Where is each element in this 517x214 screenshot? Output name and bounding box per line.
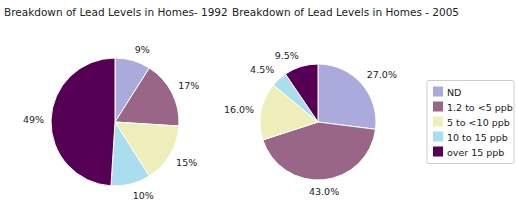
legend-swatch [433, 102, 443, 112]
chart-title: Breakdown of Lead Levels in Homes - 2005 [232, 6, 459, 18]
legend-entry: ND [447, 87, 461, 98]
chart-title: Breakdown of Lead Levels in Homes- 1992 [4, 6, 228, 18]
chart-container: Breakdown of Lead Levels in Homes- 1992 9… [0, 0, 517, 214]
legend-entry: 5 to <10 ppb [447, 117, 510, 128]
legend: ND 1.2 to <5 ppb 5 to <10 ppb 10 to 15 ppb o… [427, 81, 514, 164]
data-label: 9% [135, 44, 150, 55]
data-label: 49% [23, 114, 44, 125]
slices [51, 58, 179, 186]
pie-1: Breakdown of Lead Levels in Homes - 2005… [224, 6, 459, 197]
legend-entry: 1.2 to <5 ppb [447, 102, 513, 113]
data-label: 15% [176, 157, 197, 168]
legend-swatch [433, 132, 443, 142]
chart-svg: Breakdown of Lead Levels in Homes- 1992 9… [0, 0, 517, 214]
data-label: 17% [178, 80, 199, 91]
data-label: 4.5% [250, 64, 274, 75]
data-label: 9.5% [275, 50, 299, 61]
data-label: 27.0% [367, 69, 397, 80]
pie-slice [115, 68, 179, 126]
legend-entry: over 15 ppb [447, 147, 504, 158]
labels: 27.0% 43.0% 16.0% 4.5%9.5% [224, 50, 397, 197]
pie-slice [285, 64, 318, 122]
data-label: 10% [133, 190, 154, 201]
labels: 9% 17% 15% 10% 49% [23, 44, 199, 201]
legend-frame [427, 81, 514, 164]
legend-entry: 10 to 15 ppb [447, 132, 508, 143]
pie-slice [111, 122, 149, 186]
slices [260, 64, 376, 180]
legend-swatch [433, 87, 443, 97]
legend-swatch [433, 117, 443, 127]
pie-slice [51, 58, 115, 186]
pie-0: Breakdown of Lead Levels in Homes- 1992 9… [4, 6, 228, 201]
data-label: 16.0% [224, 104, 254, 115]
legend-swatch [433, 147, 443, 157]
data-label: 43.0% [309, 186, 339, 197]
